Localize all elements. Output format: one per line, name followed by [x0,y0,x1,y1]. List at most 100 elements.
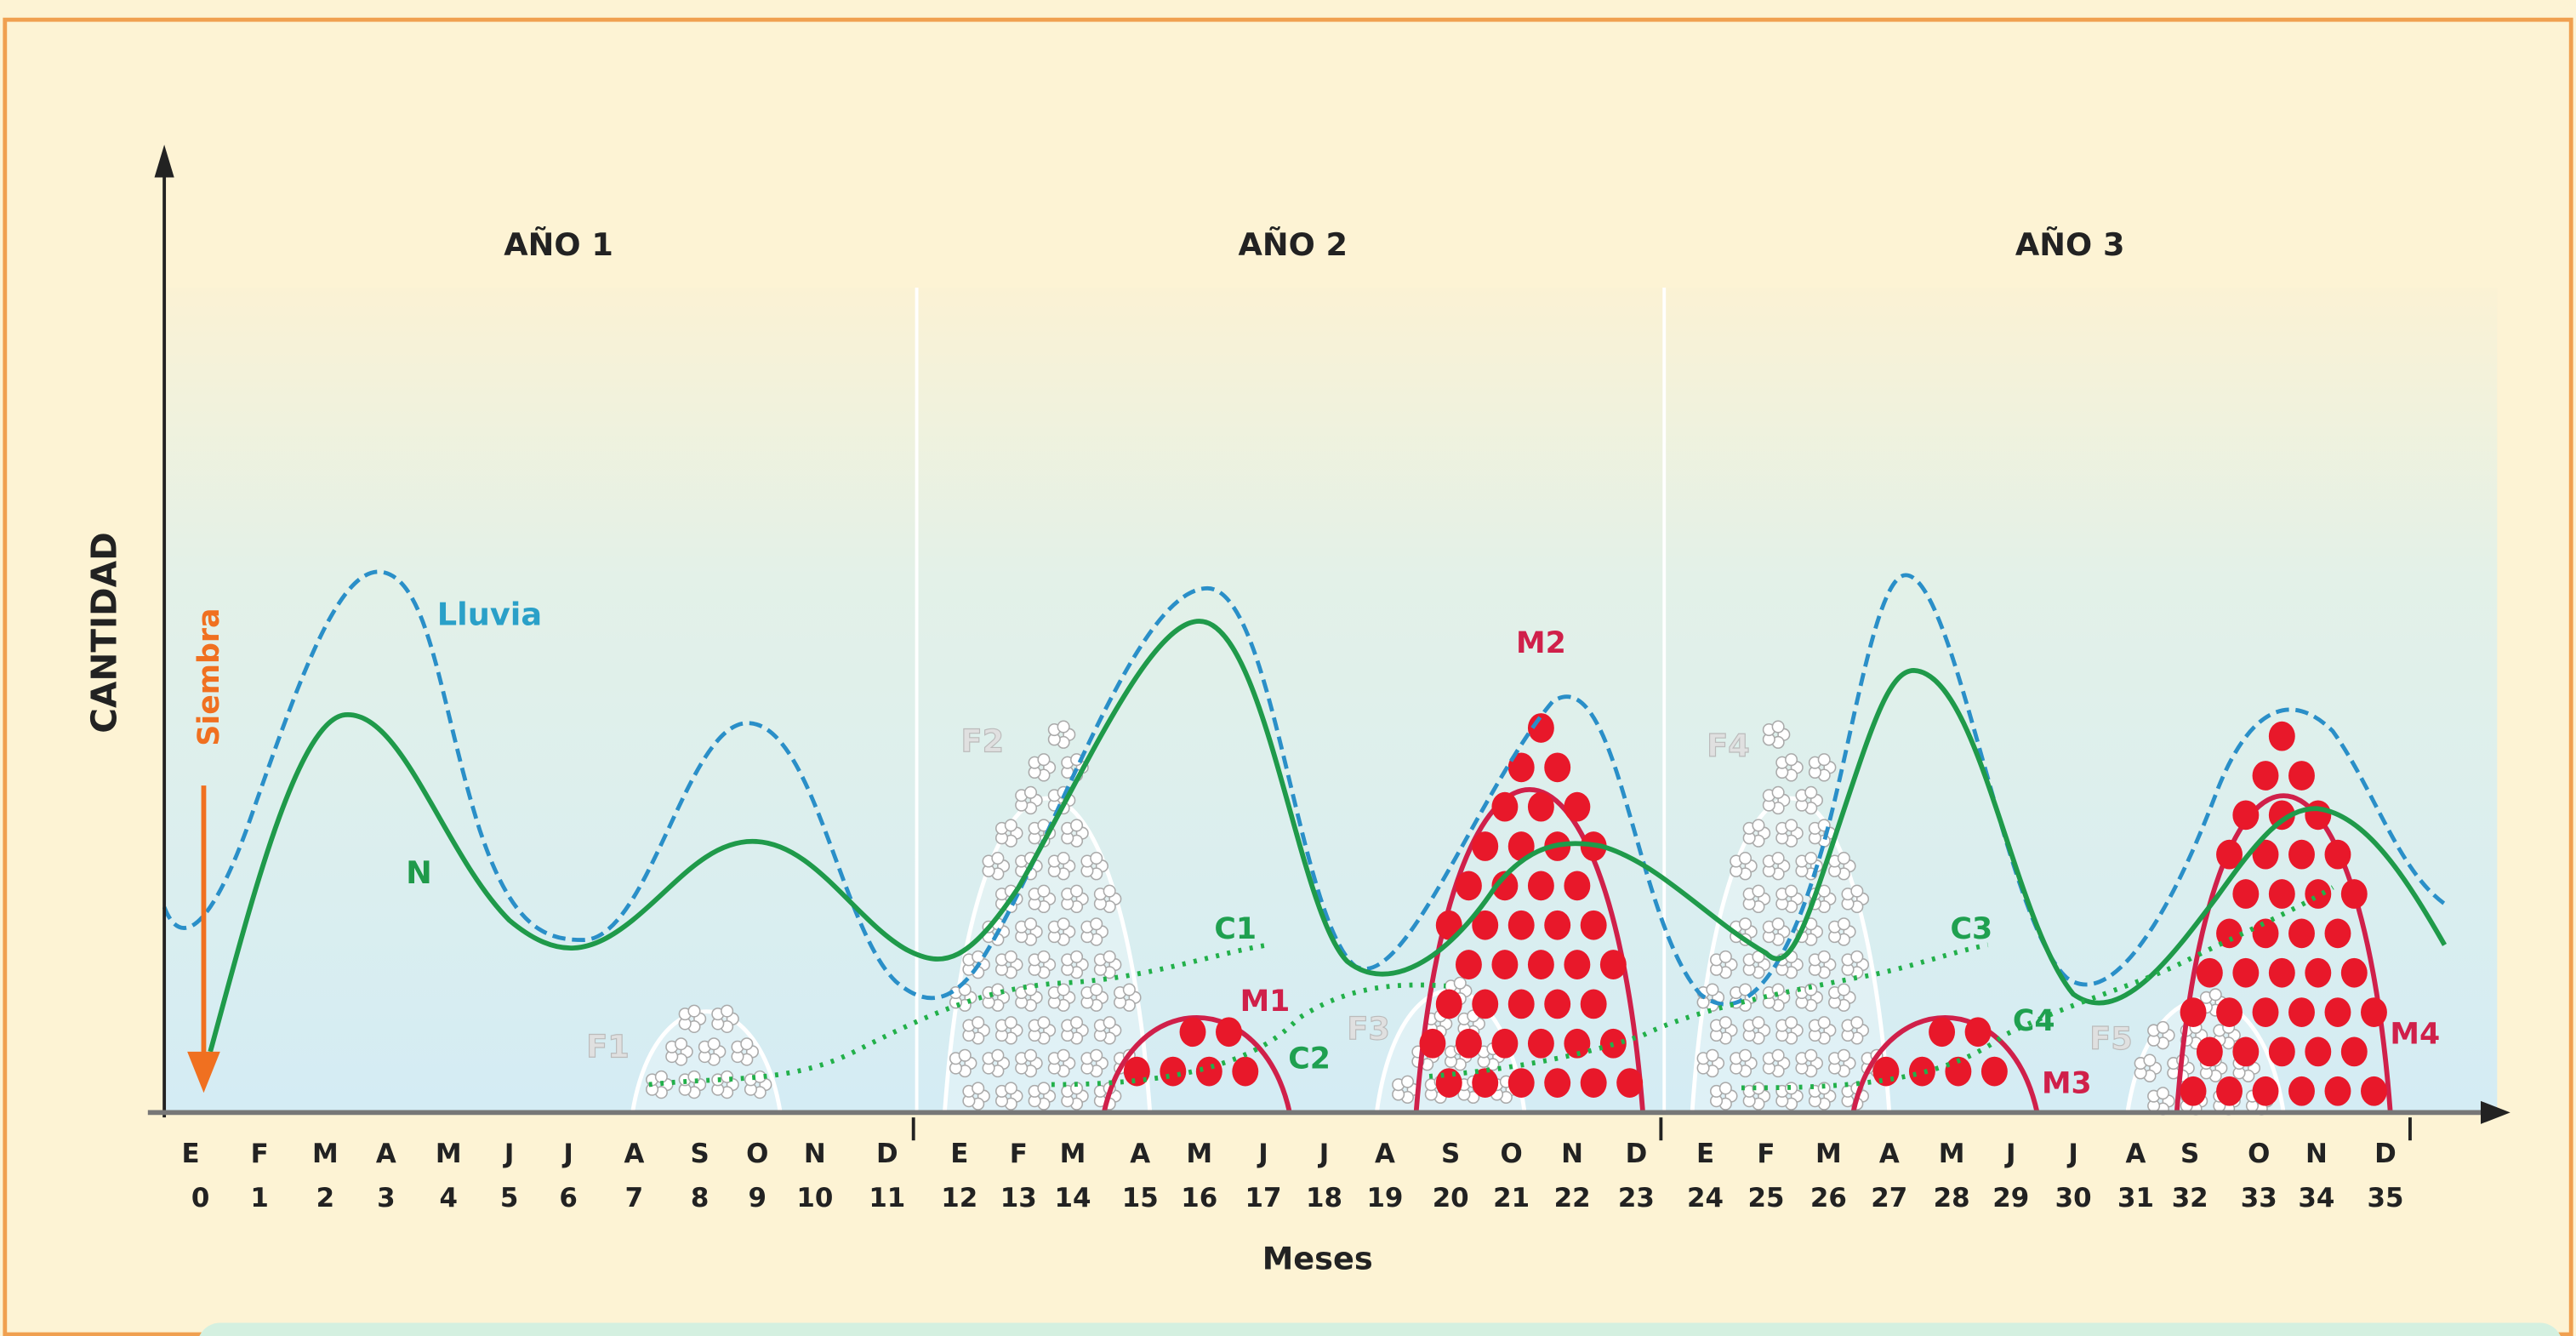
flower-petal [1025,787,1037,799]
flower-petal [1038,1082,1050,1094]
fruit [2305,879,2331,909]
fruit [1491,950,1518,979]
fruit [2288,997,2315,1027]
month-number: 3 [377,1183,395,1213]
fruit [2232,879,2259,909]
fruit [1581,990,1607,1019]
fruit [1965,1017,1992,1047]
month-number: 9 [749,1183,767,1213]
flower-petal [708,1038,720,1050]
fruit [1581,911,1607,940]
month-letter: J [1318,1139,1330,1169]
fruit [2288,840,2315,870]
month-letter: O [2248,1139,2270,1169]
fruit [2361,997,2387,1027]
month-number: 30 [2055,1183,2092,1213]
month-letter: A [624,1139,644,1169]
flower-petal [1057,918,1069,930]
flower-petal [1707,984,1718,996]
flower-petal [1786,754,1798,766]
fruiting-label: M2 [1516,626,1566,660]
fruit [2232,958,2259,988]
flower-petal [1786,1017,1798,1029]
fruit [1508,1068,1535,1098]
flowering-label: F2 [961,722,1005,759]
flower-petal [1025,918,1037,930]
flower-petal [1038,885,1050,897]
fruiting-label: M1 [1240,985,1291,1019]
month-letter: M [1186,1139,1212,1169]
fruit [2180,1076,2207,1106]
flower-petal [1038,1017,1050,1029]
fruit [1436,990,1462,1019]
flower-petal [1071,951,1083,963]
month-number: 11 [869,1183,905,1213]
flower-petal [1057,1049,1069,1061]
fruit [1491,1029,1518,1059]
flower-petal [1025,1049,1037,1061]
fruit [1616,1068,1643,1098]
month-number: 8 [691,1183,709,1213]
flower-petal [1772,984,1784,996]
fruit [1472,990,1498,1019]
fruit [2216,1076,2243,1106]
fruit [2288,761,2315,791]
month-number: 6 [559,1183,577,1213]
fruit [2253,997,2279,1027]
month-letter: F [1757,1139,1775,1169]
flower-petal [1838,918,1850,930]
month-letter: E [950,1139,968,1169]
flower-petal [1091,918,1103,930]
flower-petal [1071,819,1083,831]
flower-petal [1786,1082,1798,1094]
flower-petal [972,951,984,963]
month-letter: N [2305,1139,2328,1169]
month-letter: M [1815,1139,1842,1169]
fruit [2288,1076,2315,1106]
fruit [2341,879,2368,909]
month-letter: J [561,1139,573,1169]
flower-petal [2157,1022,2169,1034]
flower-petal [972,1017,984,1029]
nutrient-label: N [406,854,432,891]
month-letter: S [691,1139,710,1169]
flower-petal [1818,951,1830,963]
fruit [1981,1057,2008,1087]
month-number: 22 [1554,1183,1591,1213]
fruit [1872,1057,1899,1087]
fruit [2305,800,2331,830]
flowering-label: F1 [586,1029,630,1065]
month-number: 27 [1871,1183,1907,1213]
flower-petal [992,853,1004,865]
flower-petal [1851,1017,1863,1029]
c-label: C2 [1288,1042,1331,1076]
month-number: 21 [1493,1183,1530,1213]
flower-petal [1818,1017,1830,1029]
fruiting-label: M4 [2390,1018,2440,1052]
fruit [1564,871,1590,900]
fruit [2341,1037,2368,1067]
flower-petal [1740,1049,1752,1061]
fruit [1564,792,1590,822]
flower-petal [675,1038,687,1050]
month-number: 0 [191,1183,209,1213]
flower-petal [1805,787,1817,799]
month-letter: J [2004,1139,2015,1169]
x-axis-label: Meses [1262,1241,1373,1277]
flower-petal [1402,1076,1414,1088]
fruit [1508,911,1535,940]
year-label: AÑO 3 [2015,226,2125,263]
flower-petal [1805,853,1817,865]
flower-petal [1038,951,1050,963]
flower-petal [1057,984,1069,996]
flower-petal [1071,1017,1083,1029]
fruit [1160,1057,1186,1087]
month-number: 26 [1810,1183,1847,1213]
sowing-label: Siembra [192,608,226,746]
flower-petal [1071,885,1083,897]
flower-petal [2144,1054,2156,1066]
flower-petal [2209,989,2221,1001]
c-label: C3 [1951,912,1993,946]
month-letter: D [876,1139,898,1169]
fruit [2197,1037,2223,1067]
